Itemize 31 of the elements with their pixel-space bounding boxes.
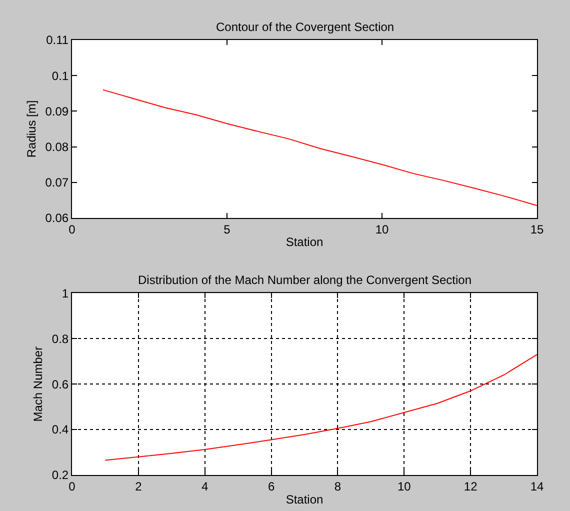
y-tick-label: 0.08 — [45, 140, 69, 154]
x-axis-title: Station — [286, 492, 324, 506]
x-tick-label: 12 — [464, 479, 478, 494]
y-tick-label: 0.09 — [45, 104, 69, 118]
line-series — [102, 89, 537, 206]
chart-title: Contour of the Covergent Section — [216, 20, 394, 34]
x-tick-label: 2 — [135, 479, 142, 494]
y-tick-label: 0.2 — [52, 468, 69, 482]
y-axis-title: Mach Number — [31, 346, 46, 422]
y-tick-label: 0.4 — [52, 422, 69, 437]
x-axis-title: Station — [286, 235, 324, 250]
x-tick-label: 0 — [68, 222, 76, 236]
y-tick-label: 0.8 — [52, 332, 69, 346]
y-tick-label: 1 — [62, 286, 69, 300]
x-tick-label: 4 — [202, 479, 209, 494]
chart-title: Distribution of the Mach Number along the Convergent Section — [138, 273, 472, 287]
y-tick-label: 0.6 — [52, 377, 69, 392]
x-tick-label: 15 — [530, 222, 544, 236]
x-tick-label: 10 — [397, 479, 412, 494]
y-tick-label: 0.06 — [45, 211, 69, 226]
y-tick-label: 0.07 — [45, 176, 69, 190]
y-tick-label: 0.1 — [52, 68, 69, 83]
y-tick-label: 0.11 — [46, 33, 69, 48]
x-tick-label: 5 — [224, 222, 231, 236]
x-tick-label: 6 — [268, 479, 275, 494]
x-tick-label: 0 — [68, 479, 76, 494]
x-tick-label: 8 — [334, 479, 342, 494]
line-series — [104, 354, 537, 461]
y-axis-title: Radius [m] — [24, 100, 39, 158]
x-tick-label: 14 — [530, 479, 544, 494]
x-tick-label: 10 — [375, 222, 389, 236]
